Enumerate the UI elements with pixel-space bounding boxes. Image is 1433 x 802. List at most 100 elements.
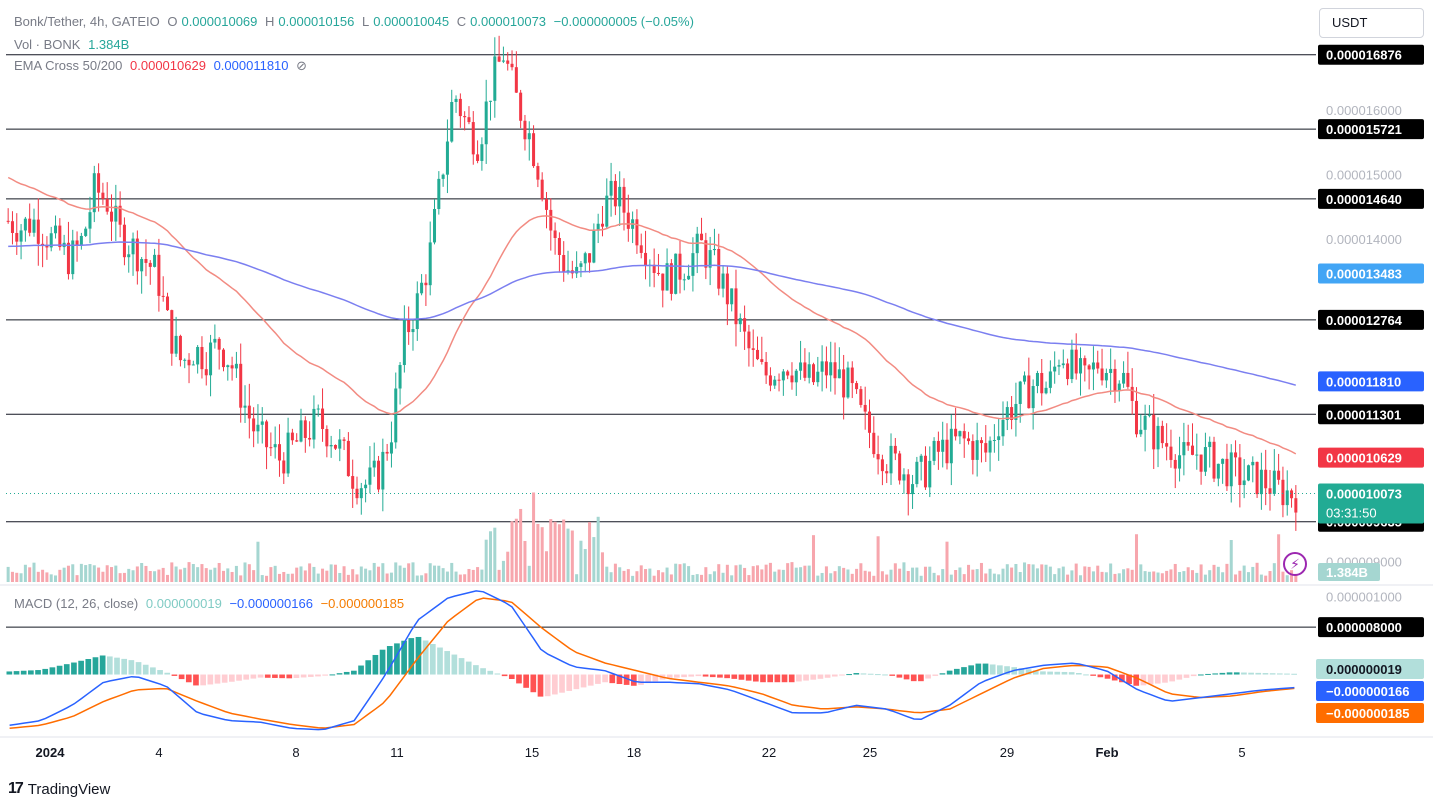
macd-histogram-bar [178, 674, 185, 680]
candle-body [859, 389, 863, 405]
candle-body [734, 288, 738, 325]
candle-body [1057, 365, 1061, 367]
candle-body [161, 295, 165, 297]
volume-bar [480, 569, 484, 582]
ema-slow-tag [1318, 371, 1424, 392]
macd-hist-tag-label: 0.000000019 [1326, 662, 1402, 677]
x-tick-label: 29 [1000, 745, 1014, 760]
volume-bar [463, 574, 467, 582]
volume-bar [286, 573, 290, 582]
volume-bar [717, 564, 721, 582]
volume-bar [114, 565, 118, 582]
candle-body [10, 221, 14, 233]
macd-histogram-bar [1241, 672, 1247, 675]
candle-body [88, 212, 92, 229]
candle-body [497, 56, 501, 62]
candle-body [359, 488, 363, 499]
macd-histogram-bar [831, 674, 838, 677]
volume-bar [837, 566, 841, 582]
volume-bar [277, 573, 281, 582]
volume-bar [833, 571, 837, 582]
candle-body [760, 359, 764, 362]
candle-body [893, 445, 897, 454]
macd-histogram-bar [408, 638, 415, 675]
candle-body [127, 254, 131, 258]
volume-bar [221, 570, 225, 582]
volume-bar [1147, 571, 1151, 582]
volume-bar [226, 568, 230, 582]
volume-bar [54, 575, 58, 582]
candle-body [618, 186, 622, 207]
volume-bar [394, 562, 398, 582]
volume-bar [450, 562, 454, 582]
macd-histogram-bar [106, 656, 113, 675]
eye-off-icon[interactable]: ⊘ [296, 58, 308, 73]
macd-histogram-bar [272, 674, 278, 678]
candle-body [855, 383, 859, 390]
volume-bar [178, 569, 182, 582]
volume-bar [566, 528, 570, 582]
candle-body [1238, 457, 1242, 486]
volume-bar [110, 567, 114, 582]
candle-body [562, 254, 566, 273]
candle-body [338, 439, 342, 449]
candle-body [19, 230, 23, 242]
candle-body [816, 371, 820, 383]
lightning-icon[interactable]: ⚡ [1283, 552, 1307, 576]
level-tag [1318, 309, 1424, 330]
candle-body [1070, 349, 1074, 380]
candle-body [1134, 400, 1139, 435]
volume-bar [592, 537, 596, 582]
macd-histogram-bar [566, 674, 573, 691]
volume-bar [618, 567, 622, 582]
candle-body [463, 116, 467, 118]
candle-body [743, 318, 747, 332]
tradingview-footer[interactable]: 17 TradingView [8, 780, 110, 798]
macd-histogram-bar [623, 674, 630, 685]
volume-bar [148, 571, 152, 582]
candle-body [536, 166, 540, 180]
candle-body [420, 282, 424, 294]
currency-button[interactable]: USDT [1319, 8, 1424, 38]
volume-bar [45, 572, 49, 582]
candle-body [101, 192, 105, 199]
volume-bar [377, 566, 381, 582]
macd-histogram-bar [602, 674, 608, 683]
volume-bar [282, 571, 286, 582]
candle-body [1035, 372, 1039, 387]
volume-bar [1091, 571, 1095, 582]
macd-histogram-bar [968, 665, 974, 675]
candle-body [157, 254, 161, 296]
volume-bar [557, 524, 561, 582]
volume-bar [613, 563, 617, 582]
candle-body [781, 371, 785, 381]
candle-body [256, 424, 260, 432]
macd-histogram-bar [882, 674, 888, 676]
candle-body [1285, 490, 1289, 506]
volume-bar [329, 564, 333, 582]
macd-histogram-bar [889, 674, 896, 676]
macd-histogram-bar [1162, 674, 1168, 683]
candle-body [15, 232, 19, 242]
volume-bar [428, 563, 432, 582]
volume-bar [536, 523, 540, 582]
candle-body [342, 439, 346, 441]
candle-body [1083, 358, 1087, 366]
volume-bar [23, 564, 27, 582]
candle-body [484, 101, 488, 145]
candle-body [820, 361, 824, 372]
x-tick-label: 18 [627, 745, 641, 760]
volume-bar [523, 540, 527, 582]
candle-body [523, 120, 527, 140]
candle-body [1178, 455, 1182, 469]
volume-bar [816, 575, 820, 582]
candle-body [915, 461, 919, 485]
candle-body [919, 455, 923, 462]
macd-histogram-bar [358, 665, 364, 675]
candle-body [140, 259, 144, 272]
volume-bar [661, 572, 665, 582]
volume-bar [682, 563, 686, 582]
volume-bar [1216, 566, 1220, 582]
macd-histogram-bar [121, 658, 128, 675]
